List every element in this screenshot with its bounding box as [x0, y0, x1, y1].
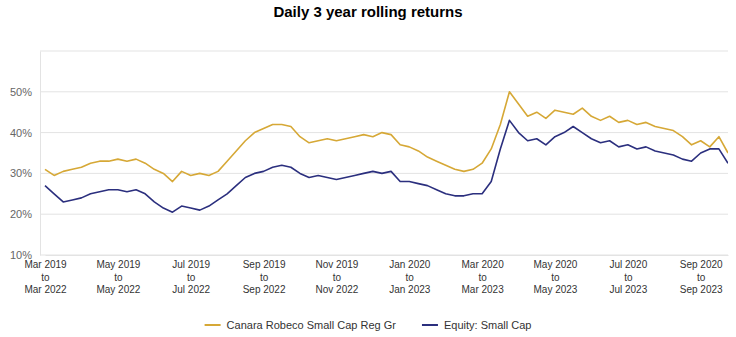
legend-label: Canara Robeco Small Cap Reg Gr [227, 319, 397, 331]
x-tick-label: Jan 2020 toJan 2023 [389, 259, 431, 295]
x-tick-label-line: Jul 2023 [609, 284, 647, 295]
x-tick-label-line: May 2020 [534, 259, 578, 270]
legend-swatch [422, 324, 438, 326]
x-tick-label: Mar 2020 toMar 2023 [461, 259, 504, 295]
x-tick-label: May 2019 toMay 2022 [96, 259, 140, 295]
x-tick-label-line: to [114, 272, 123, 283]
x-tick: May 2019 toMay 2022 [96, 259, 140, 295]
series-line [45, 120, 728, 212]
x-tick-label-line: Jan 2020 [389, 259, 431, 270]
x-tick: Sep 2019 toSep 2022 [243, 259, 286, 295]
x-tick-label-line: May 2022 [96, 284, 140, 295]
plot-area [45, 92, 728, 212]
legend: Canara Robeco Small Cap Reg Gr Equity: Sm… [205, 319, 532, 331]
x-tick-label-line: Sep 2020 [680, 259, 723, 270]
y-tick: 20% [10, 208, 32, 220]
x-tick: Jul 2019 toJul 2022 [172, 259, 210, 295]
x-tick: May 2020 toMay 2023 [534, 259, 578, 295]
grid-line [40, 255, 728, 256]
x-tick-label-line: Sep 2022 [243, 284, 286, 295]
x-axis: Mar 2019toMar 2022May 2019toMay 2022Jul … [24, 256, 728, 296]
y-axis-line [40, 52, 41, 256]
grid [40, 51, 728, 255]
x-tick-label-line: to [187, 272, 196, 283]
x-tick: Sep 2020 toSep 2023 [680, 259, 723, 295]
x-tick-label-line: Jan 2023 [389, 284, 431, 295]
y-tick-label: 30% [10, 167, 32, 179]
x-tick-label-line: to [260, 272, 269, 283]
x-tick-label-line: Mar 2020 [461, 259, 504, 270]
x-tick-label-line: Sep 2019 [243, 259, 286, 270]
x-tick-label-line: Mar 2019 [24, 259, 67, 270]
x-tick-label-line: to [406, 272, 415, 283]
chart: Daily 3 year rolling returns10%20%30%40%… [0, 0, 736, 337]
x-tick-label-line: to [333, 272, 342, 283]
y-tick-label: 40% [10, 127, 32, 139]
x-tick: Mar 2019 toMar 2022 [24, 259, 67, 295]
x-tick-label-line: to [697, 272, 706, 283]
x-tick-label-line: to [478, 272, 487, 283]
x-axis-line [46, 255, 729, 256]
x-tick-label-line: Jul 2019 [172, 259, 210, 270]
x-tick-label: Nov 2019 toNov 2022 [316, 259, 359, 295]
grid-line [40, 214, 728, 215]
series-line [45, 92, 728, 182]
x-tick-label-line: May 2023 [534, 284, 578, 295]
y-tick: 30% [10, 167, 32, 179]
x-tick-label-line: Nov 2022 [316, 284, 359, 295]
plot-frame-top [40, 51, 728, 52]
x-tick: Nov 2019 toNov 2022 [316, 259, 359, 295]
legend-item: Equity: Small Cap [422, 319, 531, 331]
legend-label: Equity: Small Cap [444, 319, 531, 331]
x-tick-label-line: to [624, 272, 633, 283]
grid-line [40, 91, 728, 92]
x-tick: Jan 2020 toJan 2023 [389, 259, 431, 295]
y-tick-label: 50% [10, 86, 32, 98]
x-tick-label: Sep 2020 toSep 2023 [680, 259, 723, 295]
x-tick-label: Sep 2019 toSep 2022 [243, 259, 286, 295]
x-tick-label-line: Mar 2023 [461, 284, 504, 295]
x-tick-label-line: to [551, 272, 560, 283]
x-tick-label: Mar 2019 toMar 2022 [24, 259, 67, 295]
x-tick-label-line: May 2019 [96, 259, 140, 270]
x-tick-label: May 2020 toMay 2023 [534, 259, 578, 295]
x-tick: Jul 2020 toJul 2023 [609, 259, 647, 295]
x-tick-label: Jul 2019 toJul 2022 [172, 259, 210, 295]
x-tick-label-line: to [41, 272, 50, 283]
y-tick: 40% [10, 127, 32, 139]
x-tick: Mar 2020 toMar 2023 [461, 259, 504, 295]
x-tick-label-line: Jul 2022 [172, 284, 210, 295]
legend-item: Canara Robeco Small Cap Reg Gr [205, 319, 397, 331]
title: Daily 3 year rolling returns [273, 3, 462, 20]
x-tick-label-line: Nov 2019 [316, 259, 359, 270]
x-tick-label-line: Sep 2023 [680, 284, 723, 295]
legend-swatch [205, 324, 221, 326]
x-tick-label-line: Jul 2020 [609, 259, 647, 270]
x-tick-label: Jul 2020 toJul 2023 [609, 259, 647, 295]
y-tick: 50% [10, 86, 32, 98]
x-tick-label-line: Mar 2022 [24, 284, 67, 295]
y-axis: 10%20%30%40%50% [10, 52, 41, 262]
y-tick-label: 20% [10, 208, 32, 220]
